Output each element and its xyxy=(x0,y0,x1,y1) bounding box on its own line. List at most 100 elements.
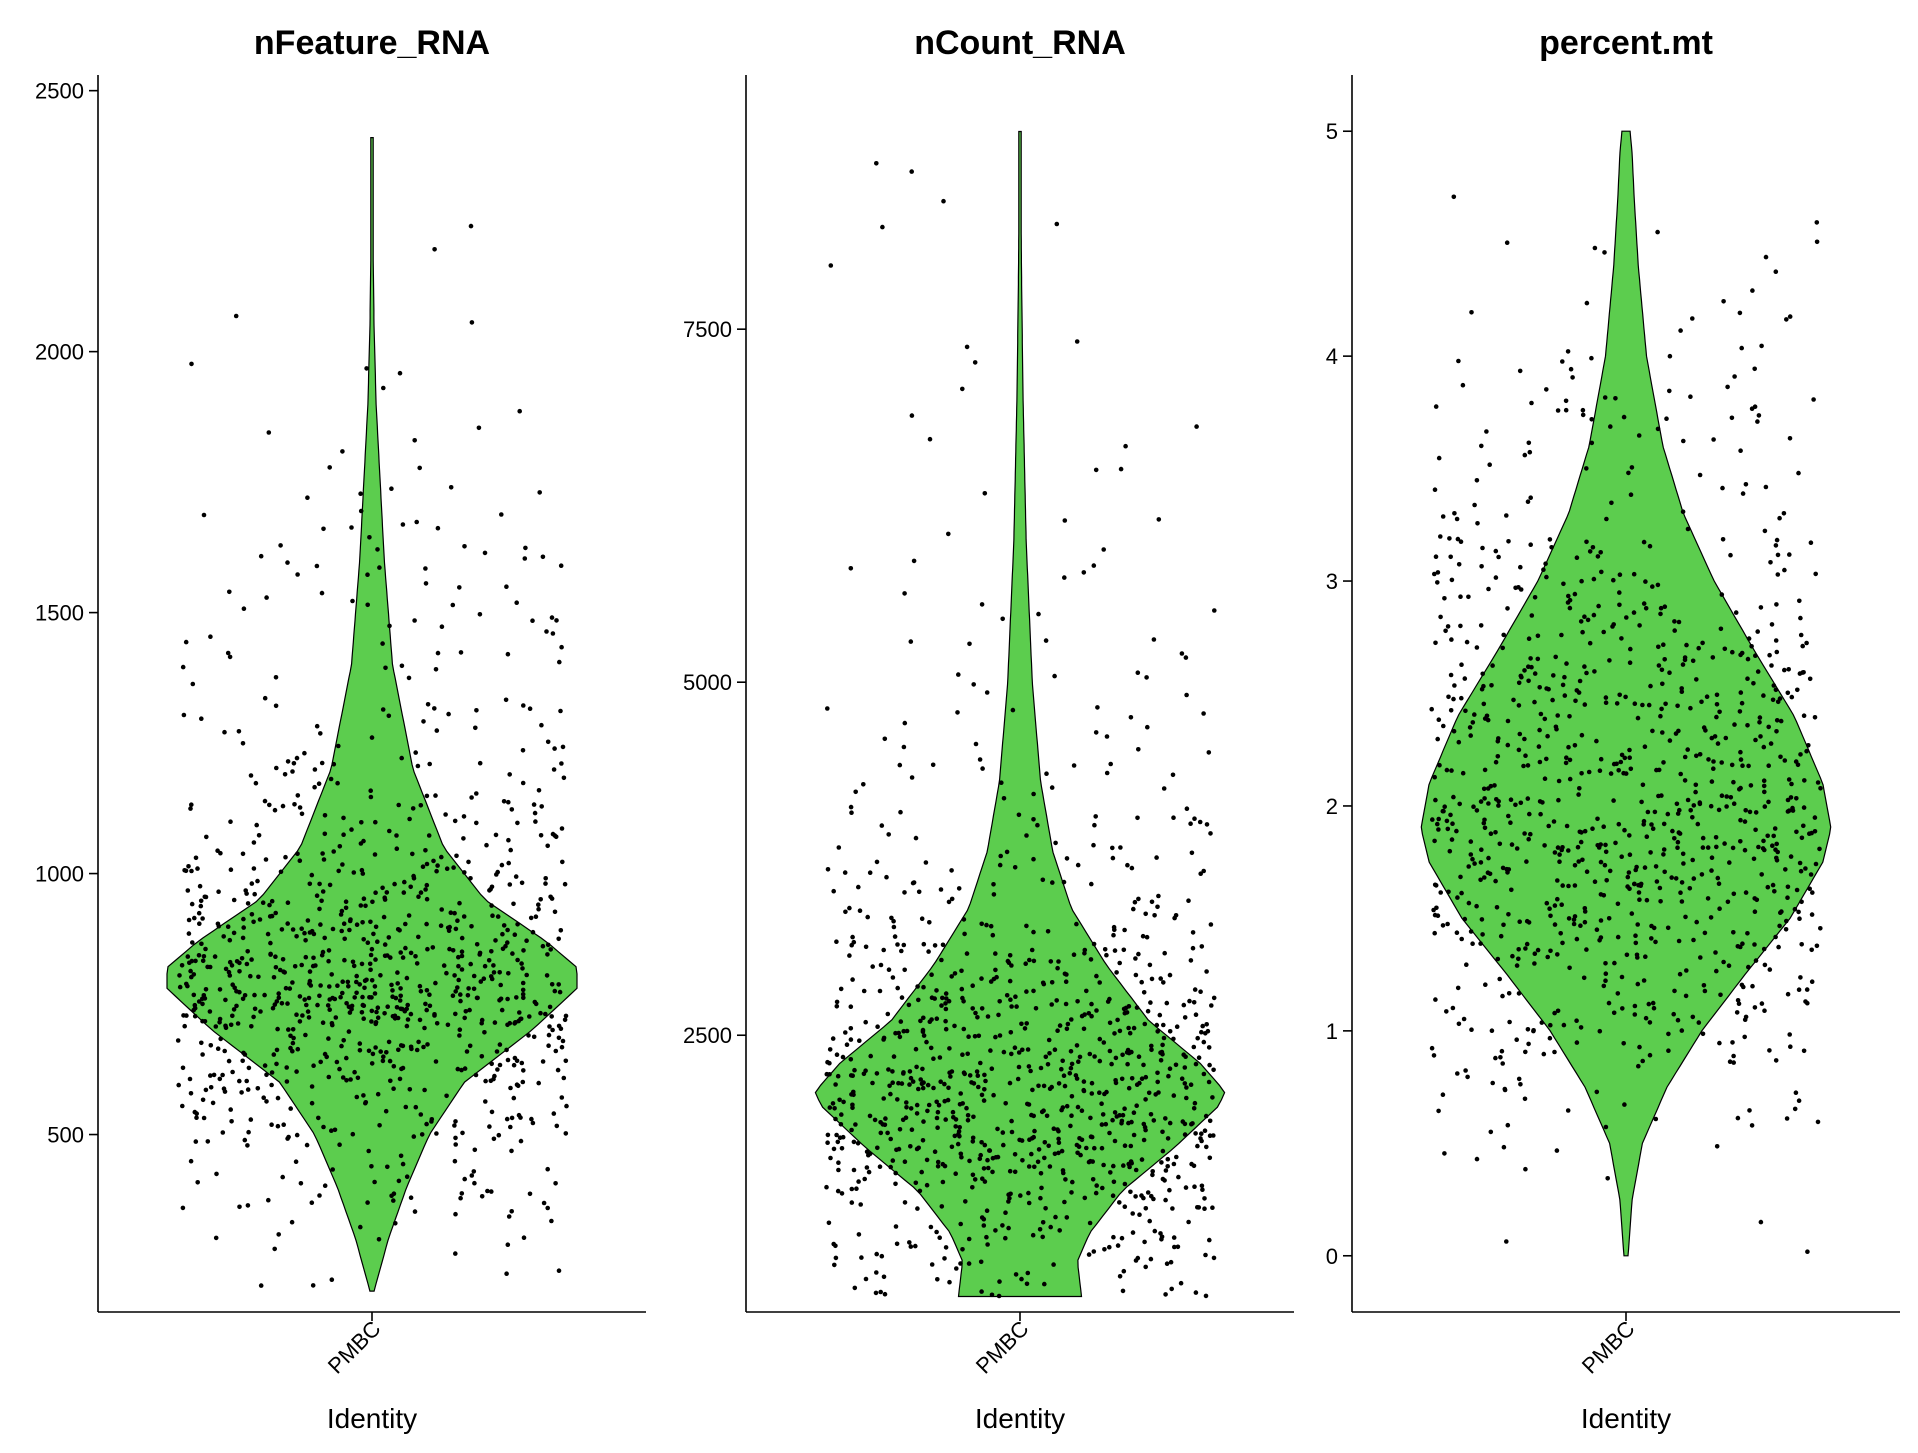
data-point xyxy=(1006,960,1012,965)
data-point xyxy=(1678,771,1683,777)
data-point xyxy=(1525,499,1531,505)
data-point xyxy=(980,766,985,771)
data-point xyxy=(1797,598,1802,604)
data-point xyxy=(240,1058,245,1064)
data-point xyxy=(1041,1083,1047,1089)
data-point xyxy=(907,1069,913,1074)
data-point xyxy=(934,1229,939,1235)
data-point xyxy=(520,1079,526,1085)
data-point xyxy=(210,1100,216,1106)
data-point xyxy=(1093,814,1098,819)
data-point xyxy=(949,868,954,873)
data-point xyxy=(424,921,429,927)
data-point xyxy=(979,1289,984,1294)
data-point xyxy=(266,1197,271,1203)
data-point xyxy=(1633,940,1639,946)
data-point xyxy=(354,1094,360,1100)
data-point xyxy=(1064,856,1070,861)
data-point xyxy=(1691,876,1697,881)
data-point xyxy=(920,1085,926,1091)
data-point xyxy=(1112,1031,1117,1036)
data-point xyxy=(1541,567,1546,572)
data-point xyxy=(1167,1029,1173,1034)
data-point xyxy=(1731,1053,1736,1059)
data-point xyxy=(453,1211,458,1217)
data-point xyxy=(919,1081,925,1087)
data-point xyxy=(262,695,268,701)
data-point xyxy=(1757,720,1762,725)
data-point xyxy=(851,1139,857,1145)
data-point xyxy=(1756,413,1762,418)
data-point xyxy=(1458,594,1463,599)
data-point xyxy=(463,1009,469,1014)
data-point xyxy=(1456,739,1462,745)
data-point xyxy=(1201,711,1206,716)
data-point xyxy=(1182,1065,1188,1070)
data-point xyxy=(368,794,374,800)
data-point xyxy=(184,981,189,987)
data-point xyxy=(1807,831,1812,836)
data-point xyxy=(904,1100,909,1105)
data-point xyxy=(1617,590,1622,595)
data-point xyxy=(1548,948,1553,954)
data-point xyxy=(1542,776,1548,781)
data-point xyxy=(1645,809,1651,815)
data-point xyxy=(322,935,328,941)
data-point xyxy=(1064,1215,1070,1220)
data-point xyxy=(1042,1281,1047,1287)
data-point xyxy=(222,1089,228,1094)
data-point xyxy=(1619,752,1625,758)
data-point xyxy=(1506,991,1512,996)
data-point xyxy=(530,929,536,935)
data-point xyxy=(1493,575,1499,580)
data-point xyxy=(1675,1017,1681,1023)
data-point xyxy=(938,1079,943,1084)
data-point xyxy=(1173,913,1179,918)
data-point xyxy=(1201,1039,1207,1045)
data-point xyxy=(1464,639,1470,645)
data-point xyxy=(932,943,938,948)
data-point xyxy=(1809,979,1815,984)
data-point xyxy=(1198,871,1203,876)
data-point xyxy=(927,436,933,442)
data-point xyxy=(375,1091,381,1097)
data-point xyxy=(910,1079,916,1084)
y-tick-label: 1000 xyxy=(35,862,84,887)
data-point xyxy=(1511,697,1516,703)
data-point xyxy=(1186,898,1191,903)
data-point xyxy=(548,947,553,952)
data-point xyxy=(1680,851,1686,857)
data-point xyxy=(1092,1145,1097,1151)
data-point xyxy=(902,967,907,973)
data-point xyxy=(1544,574,1549,580)
data-point xyxy=(1043,1206,1048,1211)
data-point xyxy=(1775,699,1781,705)
data-point xyxy=(200,1018,205,1024)
data-point xyxy=(1101,1162,1106,1168)
data-point xyxy=(850,977,855,982)
data-point xyxy=(1143,1264,1148,1270)
data-point xyxy=(276,995,282,1000)
data-point xyxy=(1576,690,1582,695)
data-point xyxy=(1188,821,1193,826)
data-point xyxy=(1556,797,1561,803)
data-point xyxy=(1136,747,1141,752)
data-point xyxy=(1753,810,1759,815)
data-point xyxy=(1049,980,1055,985)
data-point xyxy=(326,1074,332,1080)
data-point xyxy=(1169,1286,1174,1292)
data-point xyxy=(273,965,279,970)
data-point xyxy=(1711,759,1716,764)
data-point xyxy=(1643,954,1648,959)
data-point xyxy=(940,1179,946,1185)
data-point xyxy=(520,966,525,971)
data-point xyxy=(1517,731,1523,737)
data-point xyxy=(1773,543,1779,548)
data-point xyxy=(1814,943,1820,949)
data-point xyxy=(193,958,198,964)
data-point xyxy=(1077,1136,1082,1141)
data-point xyxy=(1008,1191,1013,1197)
data-point xyxy=(1448,708,1454,713)
data-point xyxy=(385,953,390,958)
